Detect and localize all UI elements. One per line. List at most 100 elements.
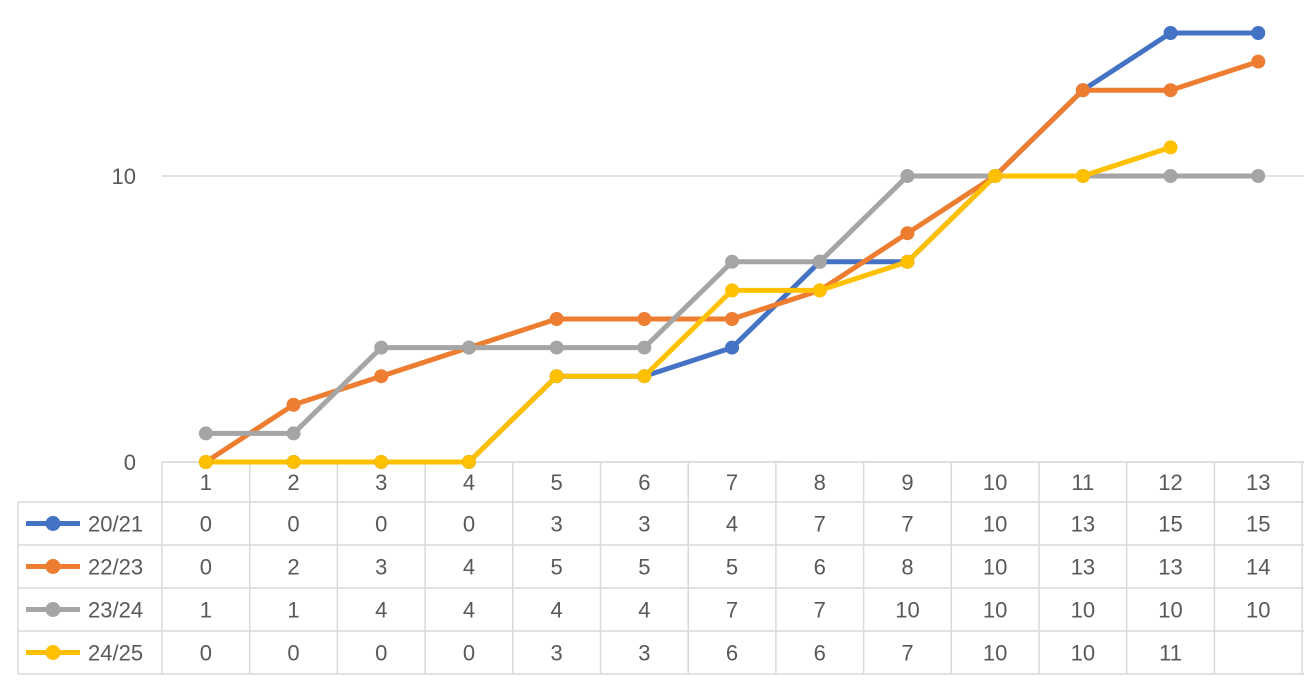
data-point: [549, 340, 564, 355]
table-cell: 3: [638, 512, 650, 537]
data-point: [1163, 169, 1178, 183]
table-cell: 10: [1158, 598, 1182, 623]
data-point: [286, 455, 301, 469]
x-tick-label: 8: [814, 470, 826, 495]
table-cell: 0: [200, 641, 212, 666]
legend-label: 22/23: [88, 555, 143, 580]
series-line-23-24: [203, 173, 1261, 436]
data-point: [1163, 140, 1178, 155]
x-tick-label: 9: [901, 470, 913, 495]
data-point: [725, 312, 740, 326]
data-point: [1251, 54, 1266, 69]
x-tick-label: 7: [726, 470, 738, 495]
x-tick-label: 11: [1071, 470, 1094, 495]
data-point: [374, 340, 389, 355]
legend-marker: [45, 645, 61, 660]
legend-label: 20/21: [88, 512, 143, 537]
table-cell: 6: [726, 641, 738, 666]
table-cell: 10: [1071, 641, 1095, 666]
data-point: [1163, 26, 1178, 40]
x-tick-label: 10: [983, 470, 1007, 495]
table-cell: 15: [1158, 512, 1182, 537]
table-cell: 4: [551, 598, 563, 623]
table-cell: 0: [375, 641, 387, 666]
y-tick-label: 0: [124, 450, 136, 475]
table-cell: 11: [1159, 641, 1182, 666]
table-cell: 5: [726, 555, 738, 580]
data-point: [461, 340, 476, 355]
legend-marker: [45, 559, 61, 574]
data-point: [286, 426, 301, 441]
table-cell: 0: [375, 512, 387, 537]
table-cell: 3: [551, 512, 563, 537]
table-cell: 13: [1071, 512, 1095, 537]
table-cell: 2: [287, 555, 299, 580]
data-point: [812, 254, 827, 269]
table-cell: 10: [895, 598, 919, 623]
y-tick-label: 10: [112, 164, 136, 189]
data-point: [198, 455, 213, 469]
data-point: [725, 283, 740, 298]
data-point: [374, 455, 389, 469]
table-cell: 1: [287, 598, 299, 623]
data-point: [725, 254, 740, 269]
data-point: [900, 254, 915, 269]
series-line-24-25: [203, 144, 1174, 465]
data-point: [1075, 169, 1090, 183]
legend-marker: [45, 516, 61, 531]
data-point: [637, 340, 652, 355]
table-cell: 3: [375, 555, 387, 580]
x-tick-label: 12: [1158, 470, 1182, 495]
x-tick-label: 4: [463, 470, 475, 495]
table-cell: 10: [983, 598, 1007, 623]
x-axis-tick-labels: 1 2 3 4 5 6 7 8 9 10 11 12 13: [200, 470, 1271, 495]
table-cell: 10: [1246, 598, 1270, 623]
data-table-grid: [17, 461, 1304, 675]
table-cell: 7: [901, 512, 913, 537]
data-point: [286, 397, 301, 412]
table-cell: 10: [983, 512, 1007, 537]
table-cell: 0: [463, 512, 475, 537]
table-cell: 4: [463, 598, 475, 623]
table-cell: 0: [463, 641, 475, 666]
legend-marker: [45, 602, 61, 617]
series-markers: [198, 26, 1266, 469]
data-point: [461, 455, 476, 469]
table-cell: 7: [901, 641, 913, 666]
data-point: [1163, 83, 1178, 98]
y-axis-ticks: 0 10: [112, 164, 136, 475]
data-point: [900, 226, 915, 241]
data-point: [1251, 169, 1266, 183]
table-cell: 10: [1071, 598, 1095, 623]
table-cell: 14: [1246, 555, 1270, 580]
table-cell: 7: [814, 598, 826, 623]
data-point: [988, 169, 1003, 183]
table-cell: 4: [375, 598, 387, 623]
table-cell: 4: [638, 598, 650, 623]
data-point: [725, 340, 740, 355]
legend-label: 23/24: [88, 598, 143, 623]
data-point: [374, 369, 389, 384]
table-cell: 4: [726, 512, 738, 537]
x-tick-label: 2: [287, 470, 299, 495]
table-cell: 5: [551, 555, 563, 580]
table-cell: 10: [983, 555, 1007, 580]
x-tick-label: 6: [638, 470, 650, 495]
table-cell: 0: [200, 555, 212, 580]
data-point: [198, 426, 213, 441]
data-point: [900, 169, 915, 183]
table-cell: 5: [638, 555, 650, 580]
data-point: [637, 369, 652, 384]
series-line-20-21: [203, 30, 1261, 465]
x-tick-label: 13: [1246, 470, 1270, 495]
table-cell: 0: [287, 512, 299, 537]
table-cell: 1: [200, 598, 212, 623]
table-cell: 3: [638, 641, 650, 666]
table-cell: 0: [287, 641, 299, 666]
table-cell: 7: [726, 598, 738, 623]
data-point: [1251, 26, 1266, 40]
table-cell: 8: [901, 555, 913, 580]
table-cell: 6: [814, 555, 826, 580]
